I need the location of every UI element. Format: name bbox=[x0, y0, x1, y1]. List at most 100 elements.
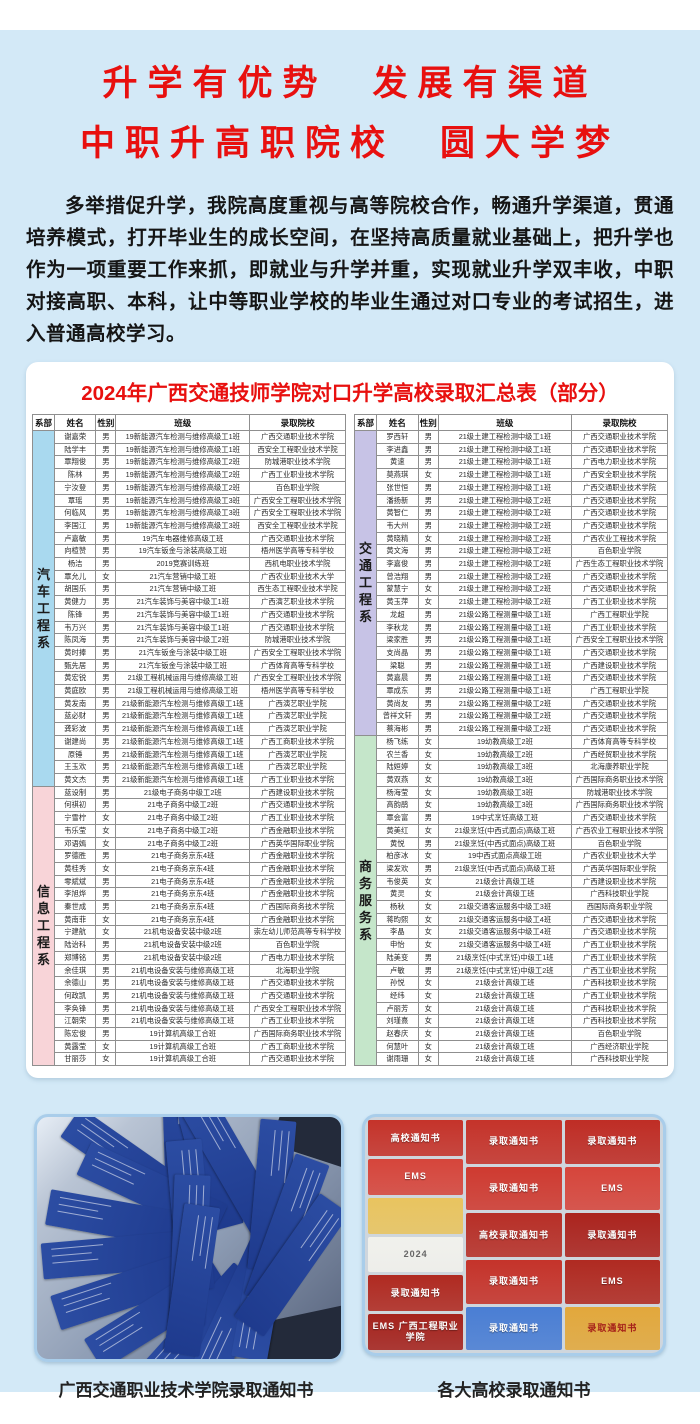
tables-container: 系部 姓名 性别 班级 录取院校汽车工程系谢嘉荣男 19新能源汽车检测与维修高级工1班 广西… bbox=[28, 414, 672, 1067]
table-row: 李国江男 19新能源汽车检测与维修高级工3班 西安全工程职业技术学院 bbox=[33, 518, 346, 533]
table-row: 梁聪男 21级公路工程测量中级工1班 广西建设职业技术学院 bbox=[355, 658, 668, 673]
admission-letter-card: EMS bbox=[368, 1158, 464, 1195]
dept-label: 信息工程系 bbox=[32, 785, 55, 1067]
table-row: 黄尚友男 21级公路工程测量中级工2班 广西交通职业技术学院 bbox=[355, 696, 668, 711]
table-row: 向楦赞男 19汽车钣金与涂装高级工班 梧州医学高等专科学校 bbox=[33, 544, 346, 559]
table-row: 宁雪柠女 21电子商务中级工2班 广西工业职业技术学院 bbox=[33, 811, 346, 825]
table-row: 曾浩翔男 21级土建工程检测中级工2班 广西交通职业技术学院 bbox=[355, 569, 668, 584]
table-row: 韦大州男 21级土建工程检测中级工2班 广西交通职业技术学院 bbox=[355, 518, 668, 533]
table-row: 何政凯男 21机电设备安装与维修高级工班 广西交通职业技术学院 bbox=[33, 988, 346, 1003]
table-row: 陈林男 19新能源汽车检测与维修高级工2班 广西工业职业技术学院 bbox=[33, 468, 346, 482]
table-row: 黄美红女 21级烹饪(中西式面点)高级工班 广西农业工程职业技术学院 bbox=[355, 823, 668, 838]
col-header: 录取院校 bbox=[249, 414, 346, 431]
main-title-line2: 中职升高职院校 圆大学梦 bbox=[79, 124, 620, 163]
admission-letter-card: 录取通知书 bbox=[564, 1213, 660, 1257]
table-row: 黄时捧男 21汽车钣金与涂装中级工班 广西安全工程职业技术学院 bbox=[33, 645, 346, 660]
col-header: 姓名 bbox=[53, 414, 97, 431]
table-row: 黄玉萍女 21级土建工程检测中级工2班 广西工业职业技术学院 bbox=[355, 595, 668, 609]
table-row: 潘扬新男 21级土建工程检测中级工2班 广西交通职业技术学院 bbox=[355, 493, 668, 508]
admission-table-panel: 2024年广西交通技师学院对口升学高校录取汇总表（部分） 系部 姓名 性别 班级 录取院… bbox=[26, 362, 674, 1079]
table-row: 刘瑾熹女 21级会计高级工班 广西科技职业技术学院 bbox=[355, 1014, 668, 1029]
table-row: 江朝荣男 21机电设备安装与维修高级工班 广西工业职业技术学院 bbox=[33, 1014, 346, 1029]
table-row: 原锤男 21级新能源汽车检测与维修高级工1班 广西演艺职业学院 bbox=[33, 747, 346, 762]
table-row: 甄先居男 21汽车钣金与涂装中级工班 广西体育高等专科学校 bbox=[33, 658, 346, 673]
table-row: 梁发欢男 21级烹饪(中西式面点)高级工班 广西英华国际职业学院 bbox=[355, 861, 668, 876]
table-row: 卢嘉敏男 19汽车电器维修高级工班 广西交通职业技术学院 bbox=[33, 531, 346, 546]
table-row: 韦俊英女 21级会计高级工班 广西建设职业技术学院 bbox=[355, 874, 668, 889]
table-row: 申怡女 21级交通客运服务中级工4班 广西工业职业技术学院 bbox=[355, 938, 668, 952]
table-row: 高韵鹃女 19幼教高级工3班 广西国际商务职业技术学院 bbox=[355, 798, 668, 813]
table-row: 柏彦冰女 19中西式面点高级工班 广西农业职业技术大学 bbox=[355, 849, 668, 863]
table-row: 黄庭欧男 21级工程机械运用与维修高级工班 梧州医学高等专科学校 bbox=[33, 684, 346, 698]
table-row: 何慧叶女 21级会计高级工班 广西经济职业学院 bbox=[355, 1039, 668, 1054]
table-row: 黄健力男 21汽车装饰与美容中级工1班 广西演艺职业技术学院 bbox=[33, 595, 346, 609]
table-row: 经纬女 21级会计高级工班 广西工业职业技术学院 bbox=[355, 988, 668, 1003]
table-row: 陆美变男 21级烹饪(中式烹饪)中级工1班 广西工业职业技术学院 bbox=[355, 950, 668, 965]
table-row: 商务服务系杨飞练女 19幼教高级工2班 广西体育高等专科学校 bbox=[354, 734, 668, 1067]
table-row: 李进鑫男 21级土建工程检测中级工1班 广西交通职业技术学院 bbox=[355, 442, 668, 457]
table-row: 蔡海彬男 21级公路工程测量中级工2班 广西交通职业技术学院 bbox=[355, 722, 668, 736]
table-row: 卢敏男 21级烹饪(中式烹饪)中级工2班 广西工业职业技术学院 bbox=[355, 963, 668, 978]
admission-letter-card: 录取通知书 bbox=[466, 1306, 562, 1351]
admission-letter-card: 高校通知书 bbox=[368, 1120, 464, 1156]
table-row: 胡国乐男 21汽车营销中级工班 西生态工程职业技术学院 bbox=[33, 582, 346, 597]
admission-letter-card bbox=[368, 1197, 464, 1234]
photo-captions: 广西交通职业技术学院录取通知书 各大高校录取通知书 bbox=[34, 1376, 666, 1401]
table-row: 蒋昀熙女 21级交通客运服务中级工4班 广西交通职业技术学院 bbox=[355, 912, 668, 927]
table-row: 秦世成男 21电子商务京东4班 广西国际商务技术学院 bbox=[33, 900, 346, 914]
table-row: 覃翔俊男 19新能源汽车检测与维修高级工2班 防城港职业技术学院 bbox=[33, 455, 346, 470]
table-row: 李晶女 21级交通客运服务中级工4班 广西交通职业技术学院 bbox=[355, 925, 668, 940]
table-row: 蒙慧宁女 21级土建工程检测中级工2班 广西交通职业技术学院 bbox=[355, 582, 668, 597]
table-row: 信息工程系蓝设制男 21级电子商务中级工2班 广西建设职业技术学院 bbox=[32, 785, 346, 1067]
admission-table-left: 系部 姓名 性别 班级 录取院校汽车工程系谢嘉荣男 19新能源汽车检测与维修高级工1班 广西… bbox=[32, 414, 346, 1067]
table-row: 王玉欢男 21级新能源汽车检测与维修高级工1班 广西演艺职业学院 bbox=[33, 760, 346, 774]
main-title: 升学有优势 发展有渠道 中职升高职院校 圆大学梦 bbox=[0, 54, 700, 174]
admission-letter-card: 高校录取通知书 bbox=[466, 1213, 562, 1257]
admission-letter-card: EMS bbox=[564, 1166, 660, 1211]
table-row: 农兰香女 19幼教高级工2班 广西经贸职业技术学院 bbox=[355, 747, 668, 762]
table-row: 覃会富男 19中式烹饪高级工班 广西交通职业技术学院 bbox=[355, 811, 668, 825]
table-row: 李嘉俊男 21级土建工程检测中级工2班 广西生态工程职业技术学院 bbox=[355, 557, 668, 571]
col-header: 系部 bbox=[32, 414, 55, 431]
main-title-line1: 升学有优势 发展有渠道 bbox=[102, 64, 598, 103]
admission-letter-card: 录取通知书 bbox=[564, 1306, 660, 1351]
col-header: 班级 bbox=[437, 414, 573, 431]
table-row: 罗德胜男 21电子商务京东4班 广西金融职业技术学院 bbox=[33, 849, 346, 863]
dept-label: 商务服务系 bbox=[354, 734, 377, 1067]
admission-letter-card: 2024 bbox=[368, 1236, 464, 1273]
table-row: 汽车工程系谢嘉荣男 19新能源汽车检测与维修高级工1班 广西交通职业技术学院 bbox=[32, 430, 346, 787]
table-row: 黄速男 21级土建工程检测中级工1班 广西电力职业技术学院 bbox=[355, 455, 668, 470]
table-row: 黄南菲女 21电子商务京东4班 广西金融职业技术学院 bbox=[33, 912, 346, 927]
table-row: 支尚晶男 21级公路工程测量中级工1班 广西交通职业技术学院 bbox=[355, 645, 668, 660]
table-row: 覃允儿女 21汽车营销中级工班 广西农业职业技术大学 bbox=[33, 569, 346, 584]
table-row: 黄文杰男 21级新能源汽车检测与维修高级工1班 广西工业职业技术学院 bbox=[33, 772, 346, 787]
table-row: 孙悦女 21级会计高级工班 广西科技职业技术学院 bbox=[355, 976, 668, 990]
photo-admission-letters-various: 高校通知书 EMS 2024 录取通知书 EMS 广西工程职业学院 录取通知书 录取通知书高… bbox=[362, 1114, 666, 1357]
table-row: 交通工程系罗西轩男 21级土建工程检测中级工1班 广西交通职业技术学院 bbox=[354, 430, 668, 736]
table-row: 覃瑶男 19新能源汽车检测与维修高级工3班 广西安全工程职业技术学院 bbox=[33, 493, 346, 508]
table-row: 陈宏俊男 19计算机高级工合班 广西国际商务职业技术学院 bbox=[33, 1027, 346, 1041]
table-row: 覃成东男 21级公路工程测量中级工1班 广西工程职业学院 bbox=[355, 684, 668, 698]
col-header: 系部 bbox=[354, 414, 377, 431]
admission-letter-card: 录取通知书 bbox=[466, 1166, 562, 1211]
table-row: 黄露莹女 19计算机高级工合班 广西工商职业技术学院 bbox=[33, 1039, 346, 1054]
table-row: 曾祥文轩男 21级公路工程测量中级工2班 广西交通职业技术学院 bbox=[355, 709, 668, 724]
table-row: 陆诒科男 21机电设备安装中级2班 百色职业学院 bbox=[33, 938, 346, 952]
admission-letter-card: 录取通知书 bbox=[368, 1275, 464, 1312]
table-row: 黄悦男 21级烹饪(中西式面点)高级工班 百色职业学院 bbox=[355, 836, 668, 851]
table-row: 龚彩波男 21级新能源汽车检测与维修高级工1班 广西演艺职业学院 bbox=[33, 722, 346, 736]
table-row: 黄嘉晨男 21级公路工程测量中级工1班 广西交通职业技术学院 bbox=[355, 671, 668, 686]
table-row: 黄双燕女 19幼教高级工3班 广西国际商务职业技术学院 bbox=[355, 772, 668, 787]
photo-left-caption: 广西交通职业技术学院录取通知书 bbox=[58, 1381, 314, 1401]
table-row: 零斌斌男 21电子商务京东4班 广西金融职业技术学院 bbox=[33, 874, 346, 889]
table-row: 余德山男 21机电设备安装与维修高级工班 广西交通职业技术学院 bbox=[33, 976, 346, 990]
table-row: 杨海莹女 19幼教高级工3班 防城港职业技术学院 bbox=[355, 785, 668, 800]
admission-letter-card: 录取通知书 bbox=[466, 1259, 562, 1304]
table-row: 黄文海男 21级土建工程检测中级工2班 百色职业学院 bbox=[355, 544, 668, 559]
table-row: 余佳琪男 21机电设备安装与维修高级工班 北海职业学院 bbox=[33, 963, 346, 978]
table-row: 黄灵女 21级会计高级工班 广西科技职业学院 bbox=[355, 887, 668, 902]
dept-label: 汽车工程系 bbox=[32, 430, 55, 787]
table-row: 黄晓精女 21级土建工程检测中级工2班 广西农业工程技术学院 bbox=[355, 531, 668, 546]
table-row: 陈凤海男 21汽车装饰与美容中级工2班 防城港职业技术学院 bbox=[33, 633, 346, 647]
